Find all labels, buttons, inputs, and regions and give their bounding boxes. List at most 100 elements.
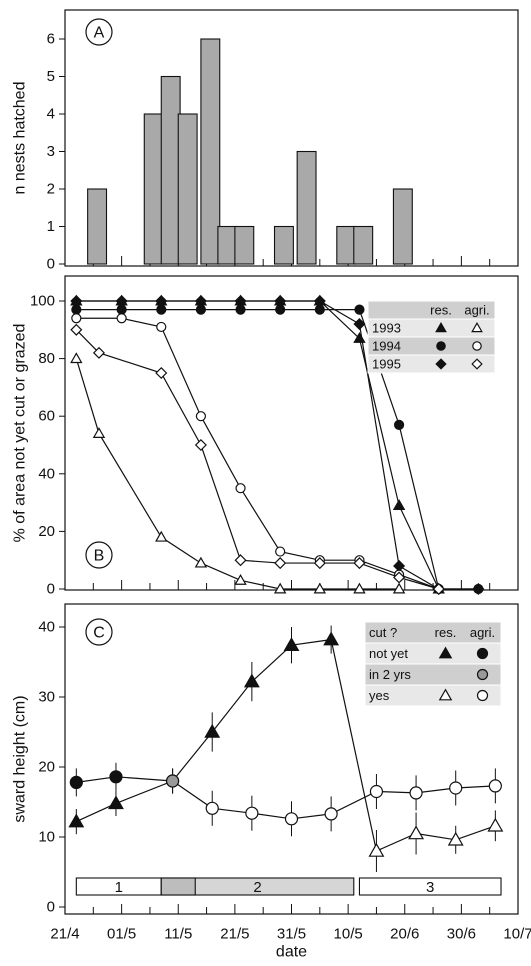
legend-header: agri.: [464, 303, 489, 318]
legend-symbol-agri: [476, 647, 489, 660]
series-line-agri-1993: [75, 358, 400, 590]
histogram-bar: [392, 188, 413, 265]
panel-b: 0 20 40 60 80 100% of area not yet cut or gra…: [12, 275, 519, 598]
histogram-bar: [200, 38, 221, 265]
y-tick-label: 60: [38, 408, 55, 425]
data-point: [313, 294, 326, 308]
data-point: [283, 637, 300, 651]
x-tick-label: 10/5: [334, 926, 363, 943]
legend-year: 1993: [372, 321, 401, 336]
x-tick-label: 11/5: [164, 926, 192, 943]
legend: res. agri. 1993 1994 1995: [367, 300, 496, 374]
data-point: [234, 554, 247, 567]
histogram-bar: [234, 225, 255, 265]
data-point: [70, 352, 83, 364]
data-point: [205, 801, 219, 815]
legend-header: res.: [430, 303, 452, 318]
x-axis-label: date: [276, 944, 307, 961]
data-point: [155, 366, 168, 380]
y-tick-label: 80: [38, 350, 55, 367]
data-point: [92, 346, 105, 359]
legend-header: cut ?: [369, 625, 397, 640]
data-point: [408, 825, 425, 840]
y-tick-label: 0: [47, 899, 55, 916]
legend: cut ? res. agri. not yet in 2 yrs yes: [364, 621, 502, 707]
period-label: 1: [115, 879, 123, 896]
data-point: [369, 784, 384, 799]
data-point: [68, 813, 85, 828]
data-point: [70, 294, 83, 308]
data-point: [71, 313, 82, 324]
data-point: [194, 438, 207, 452]
legend-row: [364, 684, 502, 707]
histogram-bar: [87, 188, 108, 265]
data-point: [353, 582, 366, 594]
legend-symbol-res: [435, 321, 447, 333]
data-point: [235, 483, 246, 494]
data-point: [234, 573, 247, 585]
panel-a: 0 1 2 3 4 5 6 n nests hatched A: [12, 9, 519, 273]
series-line-agri: [76, 776, 496, 820]
legend-row-label: in 2 yrs: [369, 667, 411, 682]
panel-label-circle: [85, 541, 113, 569]
legend-symbol-agri: [471, 321, 483, 333]
legend-symbol-res: [436, 341, 446, 351]
histogram-bar: [296, 150, 317, 265]
y-axis-label: % of area not yet cut or grazed: [12, 324, 29, 543]
data-point: [354, 304, 365, 315]
histogram-bar: [160, 75, 181, 265]
x-tick-label: 10/7: [503, 926, 531, 943]
data-point: [368, 842, 385, 857]
data-point: [275, 546, 286, 557]
legend-symbol-res: [438, 646, 453, 659]
panel-label: B: [94, 548, 105, 565]
y-tick-label: 20: [38, 759, 55, 776]
y-tick-label: 30: [38, 689, 55, 706]
data-point: [393, 571, 406, 584]
data-point: [108, 795, 124, 810]
period-label: 2: [253, 879, 261, 896]
data-point: [324, 807, 338, 821]
panel-label: A: [94, 25, 105, 42]
data-point: [194, 294, 207, 308]
y-tick-label: 20: [38, 523, 55, 540]
data-point: [353, 332, 366, 343]
histogram-bar: [273, 225, 294, 265]
data-point: [392, 499, 406, 510]
legend-symbol-res: [438, 688, 453, 701]
legend-row-label: yes: [369, 688, 390, 703]
histogram-bar: [177, 113, 198, 265]
x-tick-label: 31/5: [277, 926, 306, 943]
legend-row-label: not yet: [369, 646, 408, 661]
y-axis-label: n nests hatched: [12, 82, 29, 195]
data-point: [155, 294, 168, 308]
data-point: [284, 812, 299, 826]
data-point: [70, 323, 83, 336]
x-tick-label: 30/6: [447, 926, 476, 943]
legend-symbol-agri: [471, 358, 483, 370]
data-point: [273, 582, 287, 594]
period-3-box: [358, 877, 502, 896]
data-point: [115, 294, 128, 308]
period-overlap-box: [160, 877, 196, 896]
y-axis-label: sward height (cm): [12, 695, 29, 822]
legend-row: [367, 354, 496, 374]
data-point: [116, 313, 127, 324]
series-line-agri-1995: [75, 329, 439, 590]
y-tick-label: 0: [47, 581, 55, 598]
data-point: [195, 411, 206, 422]
data-point: [487, 817, 504, 832]
x-tick-label: 21/4: [50, 926, 79, 943]
legend-year: 1994: [372, 339, 401, 354]
panel-c: 0 10 20 30 40 sward height (cm) C 21/4 01/5 11/5 2…: [12, 603, 531, 961]
data-point: [245, 806, 259, 820]
y-tick-label: 40: [38, 465, 55, 482]
data-point: [274, 557, 287, 570]
x-tick-label: 01/5: [107, 926, 136, 943]
data-point: [165, 774, 180, 788]
data-point: [449, 781, 463, 795]
y-tick-label: 6: [47, 31, 55, 48]
data-point: [447, 831, 464, 846]
panel-label: C: [93, 625, 105, 642]
